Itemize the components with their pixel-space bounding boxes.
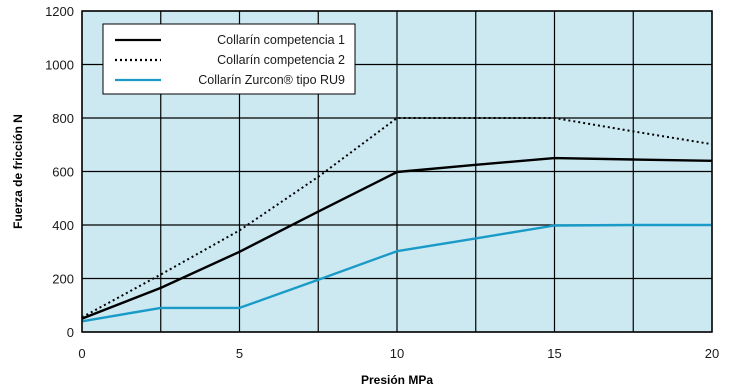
series-line-1 [81,156,713,320]
legend-label: Collarín competencia 2 [217,53,345,67]
y-tick-label: 1000 [45,58,74,73]
x-tick-label: 20 [705,346,719,361]
legend-label: Collarín competencia 1 [217,33,345,47]
x-tick-label: 5 [236,346,243,361]
y-tick-label: 200 [52,272,74,287]
x-axis-title: Presión MPa [361,373,433,387]
x-tick-labels: 0 5 10 15 20 [78,346,719,361]
x-tick-label: 15 [547,346,561,361]
y-tick-label: 400 [52,218,74,233]
plot-frame [81,10,713,333]
y-tick-label: 1200 [45,4,74,19]
y-tick-labels: 0 200 400 600 800 1000 1200 [45,4,74,340]
y-tick-label: 0 [67,325,74,340]
series-lines [81,117,713,323]
y-tick-label: 600 [52,165,74,180]
series-line-3 [81,223,712,323]
y-tick-label: 800 [52,111,74,126]
legend: Collarín competencia 1 Collarín competenc… [102,23,356,95]
x-tick-label: 10 [390,346,404,361]
x-tick-label: 0 [78,346,85,361]
y-axis-title: Fuerza de fricción N [11,114,25,229]
legend-label: Collarín Zurcon® tipo RU9 [198,73,345,87]
